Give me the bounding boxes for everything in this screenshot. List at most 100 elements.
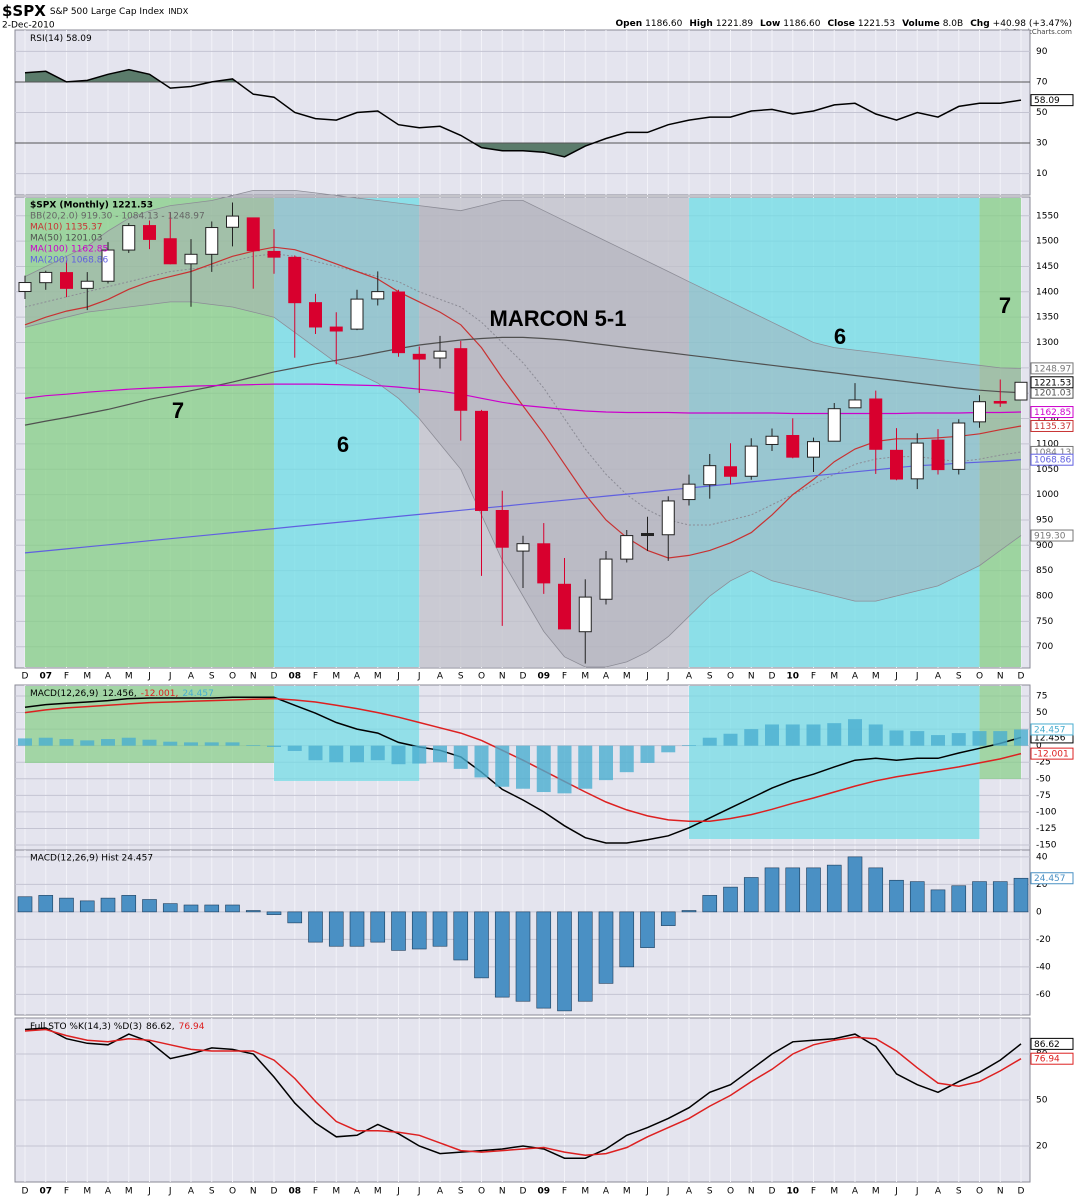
x-tick-label: F <box>811 1187 816 1197</box>
candle-body <box>724 466 737 477</box>
hist-bar <box>391 745 406 765</box>
credit: © StockCharts.com <box>1003 28 1072 36</box>
candle-body <box>495 509 509 548</box>
x-tick-label: M <box>830 672 838 682</box>
x-tick-label: M <box>872 1187 880 1197</box>
x-tick-label: O <box>976 672 983 682</box>
x-tick-label: F <box>562 1187 567 1197</box>
y-tick-label: 1050 <box>1036 465 1059 475</box>
symbol: $SPX <box>2 2 46 20</box>
legend-entry: -12.001, <box>141 689 179 699</box>
y-tick-label: 30 <box>1036 139 1048 149</box>
annotation: 7 <box>172 398 184 423</box>
hist-bar <box>412 745 427 764</box>
region-shade <box>25 686 274 763</box>
x-tick-label: M <box>374 672 382 682</box>
x-tick-label: 07 <box>39 1187 52 1197</box>
hist-bar <box>1014 729 1028 746</box>
x-tick-label: 09 <box>537 672 550 682</box>
x-tick-label: F <box>313 1187 318 1197</box>
legend-entry: 24.457 <box>182 689 214 699</box>
x-tick-label: O <box>229 1187 236 1197</box>
quote-label: Close <box>828 19 855 29</box>
candle-body <box>350 298 364 330</box>
x-tick-label: S <box>956 672 962 682</box>
series-line <box>24 1028 1022 1156</box>
hist-bar <box>557 745 572 794</box>
x-tick-label: A <box>935 1187 942 1197</box>
x-tick-label: S <box>707 1187 713 1197</box>
candle-body <box>226 215 239 228</box>
y-tick-label: 750 <box>1036 617 1053 627</box>
x-tick-label: A <box>354 672 361 682</box>
y-tick-label: -50 <box>1036 774 1051 784</box>
series-line <box>24 1027 1022 1159</box>
hist-bar <box>765 724 779 746</box>
last-value: 1084.13 <box>1034 448 1071 458</box>
x-tick-label: S <box>458 672 464 682</box>
bar <box>515 911 531 1002</box>
bar <box>183 904 199 913</box>
quote-label: Open <box>616 19 643 29</box>
legend-entry: MA(50) 1201.03 <box>30 234 102 244</box>
bar <box>59 897 74 913</box>
bar <box>308 911 323 943</box>
candle-body <box>703 465 717 486</box>
bar <box>453 911 469 961</box>
x-tick-label: O <box>727 672 734 682</box>
x-tick-label: N <box>997 1187 1004 1197</box>
hist-bar <box>827 723 842 746</box>
x-tick-label: 10 <box>786 1187 799 1197</box>
x-tick-label: M <box>872 672 880 682</box>
candle-body <box>80 280 94 289</box>
x-tick-label: O <box>976 1187 983 1197</box>
y-tick-label: -125 <box>1036 824 1056 834</box>
hist-bar <box>640 745 655 763</box>
x-tick-label: F <box>313 672 318 682</box>
last-value: 1068.86 <box>1034 456 1071 466</box>
rsi-shade <box>25 143 1021 157</box>
candle-body <box>952 422 966 470</box>
x-tick-label: M <box>125 672 133 682</box>
x-tick-label: M <box>374 1187 382 1197</box>
bar <box>536 911 552 1009</box>
y-tick-label: 1550 <box>1036 211 1059 221</box>
x-tick-label: J <box>417 1187 421 1197</box>
y-tick-label: -100 <box>1036 807 1057 817</box>
legend-entry: 12.456, <box>102 689 136 699</box>
last-value: 1135.37 <box>1034 422 1071 432</box>
hist-bar <box>516 745 530 789</box>
hist-bar <box>267 745 281 747</box>
bar <box>370 911 386 943</box>
annotation: 6 <box>834 324 846 349</box>
annotation: 6 <box>337 432 349 457</box>
bar <box>972 881 987 913</box>
candle-body <box>143 225 156 240</box>
hist-bar <box>101 739 115 746</box>
bar <box>494 911 510 998</box>
hist-bar <box>910 731 925 746</box>
exchange: INDX <box>168 7 189 16</box>
x-tick-label: A <box>437 1187 444 1197</box>
y-tick-label: 70 <box>1036 77 1048 87</box>
bar <box>930 889 946 913</box>
hist-bar <box>972 731 987 746</box>
hist-bar <box>536 745 551 793</box>
x-tick-label: D <box>1018 672 1025 682</box>
candle-body <box>558 583 571 630</box>
bb-middle <box>24 253 1022 526</box>
last-value: 1248.97 <box>1034 364 1071 374</box>
candle-body <box>101 249 115 282</box>
hist-bar <box>599 745 613 781</box>
hist-bar <box>993 731 1008 746</box>
bar <box>764 867 780 913</box>
x-tick-label: D <box>769 1187 776 1197</box>
x-tick-label: J <box>915 672 919 682</box>
last-value: 12.456 <box>1034 733 1066 743</box>
bar <box>391 911 406 951</box>
y-tick-label: 1100 <box>1036 439 1059 449</box>
y-tick-label: 1150 <box>1036 414 1059 424</box>
x-tick-label: J <box>417 672 421 682</box>
candle-body <box>682 483 696 501</box>
x-tick-label: J <box>645 672 649 682</box>
